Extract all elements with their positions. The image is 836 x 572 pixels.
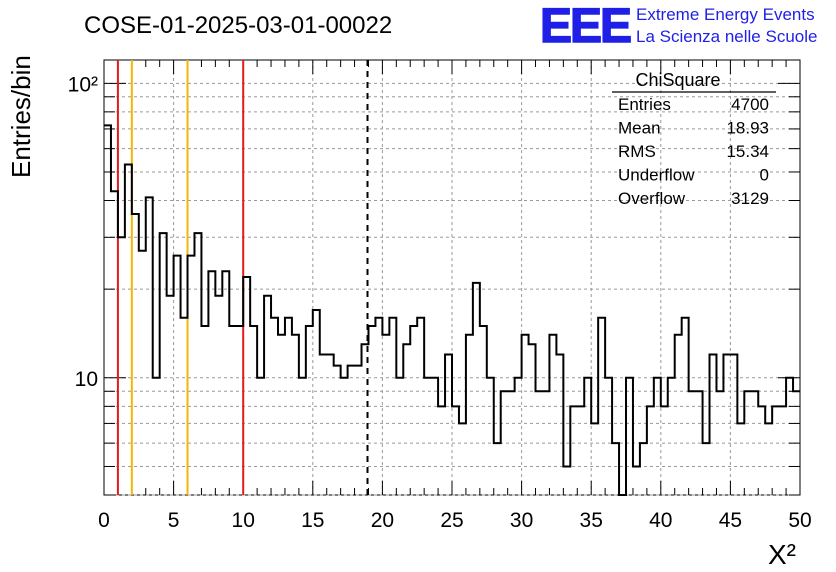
x-tick-label: 15	[301, 509, 324, 532]
eee-logo-mark: EEE	[540, 0, 631, 53]
x-tick-label: 5	[168, 509, 180, 532]
chart-title: COSE-01-2025-03-01-00022	[84, 12, 392, 39]
y-axis-ticks: 10 10²	[68, 73, 800, 496]
histogram-series	[104, 124, 800, 496]
stats-row-label: Overflow	[618, 189, 686, 208]
stats-row-label: Underflow	[618, 166, 695, 185]
x-tick-label: 30	[510, 509, 533, 532]
stats-row-value: 18.93	[726, 119, 769, 138]
histogram-step-line	[104, 124, 800, 496]
x-tick-label: 35	[580, 509, 603, 532]
x-tick-label: 25	[440, 509, 463, 532]
stats-row-label: RMS	[618, 142, 656, 161]
stats-row-value: 4700	[731, 95, 769, 114]
stats-row-value: 15.34	[726, 142, 769, 161]
y-tick-label: 10	[75, 368, 98, 391]
x-tick-label: 50	[788, 509, 811, 532]
x-tick-label: 40	[649, 509, 672, 532]
x-tick-label: 10	[232, 509, 255, 532]
x-tick-label: 20	[371, 509, 394, 532]
stats-title: ChiSquare	[635, 70, 720, 90]
eee-logo: EEE Extreme Energy Events La Scienza nel…	[539, 0, 817, 54]
x-axis-label: Χ²	[768, 539, 796, 570]
stats-box: ChiSquare Entries 4700 Mean 18.93 RMS 15.34 Un…	[612, 70, 776, 208]
y-tick-label: 10²	[68, 73, 98, 96]
x-axis-ticks: 0 5 10 15 20 25 30 35 40 45 50	[98, 60, 812, 532]
x-tick-label: 45	[719, 509, 742, 532]
stats-row-label: Entries	[618, 95, 671, 114]
eee-logo-line1: Extreme Energy Events	[636, 5, 815, 24]
eee-logo-line2: La Scienza nelle Scuole	[636, 27, 817, 46]
stats-row-value: 3129	[731, 189, 769, 208]
y-axis-label: Entries/bin	[6, 55, 36, 178]
stats-row-label: Mean	[618, 119, 661, 138]
x-tick-label: 0	[98, 509, 110, 532]
stats-row-value: 0	[760, 166, 769, 185]
